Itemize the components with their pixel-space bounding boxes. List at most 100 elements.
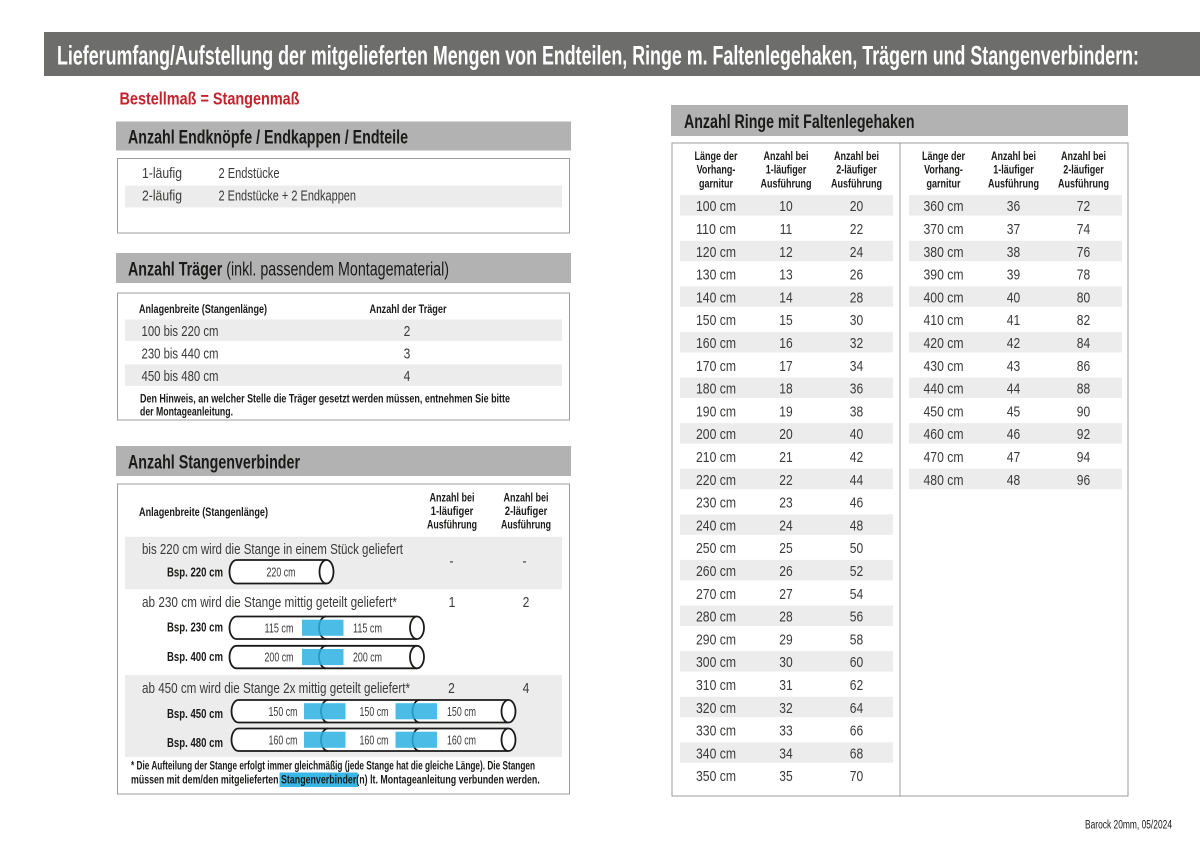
svg-text:100 cm: 100 cm — [696, 198, 736, 215]
svg-text:58: 58 — [850, 631, 863, 648]
svg-text:30: 30 — [850, 312, 863, 329]
svg-text:96: 96 — [1077, 472, 1090, 489]
svg-text:54: 54 — [850, 586, 863, 603]
svg-text:Anzahl bei: Anzahl bei — [1061, 149, 1106, 163]
svg-text:260 cm: 260 cm — [696, 563, 736, 580]
svg-text:1-läufiger: 1-läufiger — [766, 163, 807, 177]
svg-text:330 cm: 330 cm — [696, 723, 736, 740]
svg-text:Barock 20mm, 05/2024: Barock 20mm, 05/2024 — [1085, 820, 1172, 832]
svg-text:Länge der: Länge der — [922, 149, 965, 163]
svg-text:44: 44 — [850, 472, 863, 489]
svg-text:270 cm: 270 cm — [696, 586, 736, 603]
svg-text:20: 20 — [850, 198, 863, 215]
svg-text:80: 80 — [1077, 289, 1090, 306]
svg-text:450 bis 480 cm: 450 bis 480 cm — [142, 368, 219, 385]
svg-text:170 cm: 170 cm — [696, 358, 736, 375]
svg-text:Bestellmaß = Stangenmaß: Bestellmaß = Stangenmaß — [120, 89, 300, 109]
svg-text:2: 2 — [523, 594, 530, 611]
svg-text:29: 29 — [779, 631, 792, 648]
svg-text:450 cm: 450 cm — [924, 403, 964, 420]
svg-text:88: 88 — [1077, 381, 1090, 398]
svg-text:250 cm: 250 cm — [696, 540, 736, 557]
svg-text:33: 33 — [779, 723, 792, 740]
svg-text:2 Endstücke: 2 Endstücke — [219, 165, 280, 182]
svg-text:420 cm: 420 cm — [924, 335, 964, 352]
svg-text:390 cm: 390 cm — [924, 267, 964, 284]
svg-text:64: 64 — [850, 700, 863, 717]
svg-text:68: 68 — [850, 745, 863, 762]
svg-text:360 cm: 360 cm — [924, 198, 964, 215]
svg-text:2-läufiger: 2-läufiger — [505, 504, 548, 518]
svg-text:Anzahl bei: Anzahl bei — [764, 149, 809, 163]
svg-text:230 bis 440 cm: 230 bis 440 cm — [142, 346, 219, 363]
svg-text:der Montageanleitung.: der Montageanleitung. — [140, 405, 233, 419]
svg-text:2 Endstücke + 2 Endkappen: 2 Endstücke + 2 Endkappen — [219, 188, 357, 205]
svg-text:380 cm: 380 cm — [924, 244, 964, 261]
svg-text:ab 450 cm wird die Stange 2x m: ab 450 cm wird die Stange 2x mittig gete… — [142, 680, 410, 697]
svg-text:200 cm: 200 cm — [696, 426, 736, 443]
svg-text:2-läufig: 2-läufig — [142, 188, 182, 205]
svg-text:410 cm: 410 cm — [924, 312, 964, 329]
svg-text:35: 35 — [779, 768, 792, 785]
svg-text:17: 17 — [779, 358, 792, 375]
svg-text:84: 84 — [1077, 335, 1090, 352]
svg-text:22: 22 — [850, 221, 863, 238]
svg-text:115 cm: 115 cm — [265, 620, 294, 635]
svg-text:13: 13 — [779, 267, 792, 284]
svg-text:46: 46 — [1007, 426, 1020, 443]
svg-text:Den Hinweis, an welcher Stelle: Den Hinweis, an welcher Stelle die Träge… — [140, 391, 510, 405]
svg-text:4: 4 — [523, 680, 530, 697]
svg-text:39: 39 — [1007, 267, 1020, 284]
svg-text:23: 23 — [779, 495, 792, 512]
svg-text:30: 30 — [779, 654, 792, 671]
svg-text:bis 220 cm wird die Stange in: bis 220 cm wird die Stange in einem Stüc… — [142, 541, 404, 558]
svg-text:31: 31 — [779, 677, 792, 694]
svg-text:Lieferumfang/Aufstellung der m: Lieferumfang/Aufstellung der mitgeliefer… — [57, 41, 1139, 71]
svg-text:70: 70 — [850, 768, 863, 785]
svg-text:74: 74 — [1077, 221, 1090, 238]
svg-text:1-läufig: 1-läufig — [142, 165, 182, 182]
svg-text:94: 94 — [1077, 449, 1090, 466]
svg-text:Bsp. 480 cm: Bsp. 480 cm — [167, 736, 223, 750]
svg-text:36: 36 — [850, 381, 863, 398]
svg-text:200 cm: 200 cm — [353, 650, 382, 665]
svg-text:Ausführung: Ausführung — [1058, 176, 1109, 190]
svg-text:40: 40 — [1007, 289, 1020, 306]
svg-text:470 cm: 470 cm — [924, 449, 964, 466]
svg-text:300 cm: 300 cm — [696, 654, 736, 671]
svg-text:Anzahl Ringe mit Faltenlegehak: Anzahl Ringe mit Faltenlegehaken — [684, 112, 915, 133]
svg-text:25: 25 — [779, 540, 792, 557]
svg-text:19: 19 — [779, 403, 792, 420]
svg-text:12: 12 — [779, 244, 792, 261]
svg-text:* Die Aufteilung der Stange er: * Die Aufteilung der Stange erfolgt imme… — [131, 758, 535, 772]
svg-text:28: 28 — [850, 289, 863, 306]
svg-text:180 cm: 180 cm — [696, 381, 736, 398]
svg-text:160 cm: 160 cm — [447, 732, 476, 747]
svg-text:210 cm: 210 cm — [696, 449, 736, 466]
svg-text:37: 37 — [1007, 221, 1020, 238]
svg-text:115 cm: 115 cm — [353, 620, 382, 635]
svg-text:480 cm: 480 cm — [924, 472, 964, 489]
svg-text:26: 26 — [779, 563, 792, 580]
svg-text:Bsp. 450 cm: Bsp. 450 cm — [167, 707, 223, 721]
svg-text:160 cm: 160 cm — [360, 732, 389, 747]
svg-text:Anzahl der Träger: Anzahl der Träger — [370, 302, 447, 316]
svg-text:1-läufiger: 1-läufiger — [431, 504, 474, 518]
svg-text:24: 24 — [779, 517, 792, 534]
svg-text:22: 22 — [779, 472, 792, 489]
svg-text:32: 32 — [850, 335, 863, 352]
svg-text:280 cm: 280 cm — [696, 609, 736, 626]
svg-text:16: 16 — [779, 335, 792, 352]
svg-text:44: 44 — [1007, 381, 1020, 398]
svg-text:41: 41 — [1007, 312, 1020, 329]
svg-text:21: 21 — [779, 449, 792, 466]
svg-text:24: 24 — [850, 244, 863, 261]
svg-text:92: 92 — [1077, 426, 1090, 443]
svg-text:Ausführung: Ausführung — [988, 176, 1039, 190]
svg-text:Bsp. 400 cm: Bsp. 400 cm — [167, 650, 223, 664]
svg-text:200 cm: 200 cm — [265, 650, 294, 665]
svg-text:Ausführung: Ausführung — [761, 176, 812, 190]
svg-text:Bsp. 220 cm: Bsp. 220 cm — [167, 566, 223, 580]
svg-text:46: 46 — [850, 495, 863, 512]
svg-text:ab 230 cm wird die Stange mitt: ab 230 cm wird die Stange mittig geteilt… — [142, 594, 397, 611]
